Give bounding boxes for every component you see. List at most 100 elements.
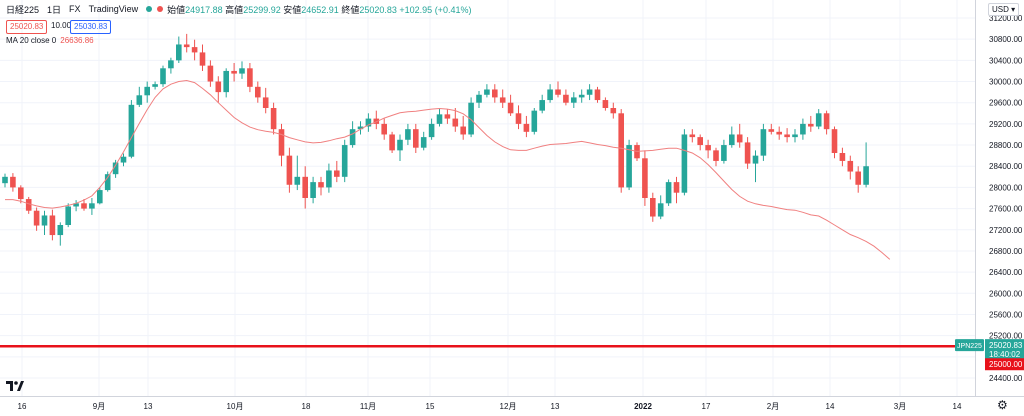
candle-body (586, 89, 593, 95)
candle (215, 76, 222, 103)
candle (373, 110, 380, 130)
candle-body (183, 44, 190, 48)
candle-body (547, 89, 553, 101)
candle (97, 187, 103, 205)
candle (839, 147, 846, 167)
candle (326, 163, 332, 193)
candle-body (539, 100, 545, 111)
candle (650, 192, 656, 222)
last-price-symbol-badge (955, 339, 984, 352)
candle (713, 147, 719, 167)
candle (365, 113, 372, 132)
candle (523, 115, 530, 138)
candle (255, 81, 261, 103)
candle-body (808, 123, 814, 127)
candle-body (120, 156, 127, 163)
high-label: 高値 (225, 4, 244, 15)
currency-selector[interactable]: USD ▾ (988, 3, 1020, 16)
candle (310, 176, 316, 204)
candle-body (468, 102, 474, 135)
candle-body (752, 155, 759, 164)
candle-body (286, 155, 293, 185)
candle (768, 123, 775, 135)
candle (673, 176, 680, 204)
time-tick-label: 13 (551, 402, 560, 411)
open-label: 始値 (167, 4, 186, 15)
candle (744, 137, 751, 169)
candle (808, 115, 814, 132)
candle-body (523, 123, 530, 132)
candle (89, 198, 95, 215)
price-tick-label: 28400.00 (989, 162, 1023, 171)
candle (642, 150, 648, 206)
time-tick-label: 10月 (227, 402, 244, 411)
candle-body (223, 70, 229, 93)
candle-body (642, 158, 648, 198)
price-tick-label: 26000.00 (989, 289, 1023, 298)
candle-body (160, 68, 166, 85)
candle (823, 110, 830, 135)
candle-body (176, 44, 182, 61)
candle (484, 84, 490, 98)
candle-body (41, 215, 48, 226)
buy-price-button[interactable]: 25030.83 (70, 20, 112, 34)
candle (302, 166, 308, 209)
candle-body (507, 102, 514, 114)
candle-body (247, 68, 253, 87)
price-tick-label: 29200.00 (989, 120, 1023, 129)
candle (507, 94, 514, 116)
candle-body (294, 176, 301, 185)
candle-body (81, 203, 87, 209)
candle-body (168, 60, 174, 69)
candle-body (673, 182, 680, 193)
ma-legend[interactable]: MA 20 close 0 26636.86 (6, 36, 94, 45)
candle-body (89, 203, 95, 209)
candle-body (823, 113, 830, 130)
candle-body (578, 94, 585, 98)
candle (278, 123, 285, 167)
candle-body (657, 203, 664, 217)
candle-body (571, 97, 577, 103)
candle (657, 195, 664, 220)
candle (136, 86, 143, 107)
interval-label[interactable]: 1日 (47, 4, 62, 15)
candle-body (626, 145, 632, 188)
last-price-badge (985, 339, 1024, 361)
tradingview-logo-icon[interactable] (6, 380, 24, 392)
candle-body (736, 134, 743, 143)
candle-body (136, 95, 143, 105)
candle (207, 60, 214, 87)
candle-body (413, 129, 419, 148)
candle (847, 155, 854, 180)
candle-body (397, 139, 403, 151)
candle (144, 81, 150, 103)
time-axis: 16 9月 13 10月 18 11月 15 12月 13 2022 17 2月 14 3月 14 (0, 396, 1024, 411)
candle (160, 65, 166, 87)
candle (492, 84, 498, 103)
candle-body (262, 97, 269, 108)
candle (610, 102, 617, 119)
countdown-value: 18:40:02 (989, 350, 1021, 359)
candle-body (760, 129, 767, 156)
candle (578, 89, 585, 103)
candle-body (97, 190, 103, 204)
grid (0, 0, 975, 396)
time-tick-label: 14 (953, 402, 962, 411)
candle-body (57, 225, 64, 236)
gear-icon[interactable]: ⚙ (997, 398, 1008, 412)
candle-body (128, 104, 135, 157)
candle-body (594, 89, 601, 101)
symbol-name[interactable]: 日経225 (6, 4, 40, 15)
candle-body (499, 97, 506, 103)
price-tick-label: 30800.00 (989, 35, 1023, 44)
price-axis-panel[interactable] (975, 0, 1024, 396)
candle-body (436, 114, 443, 124)
sell-price-button[interactable]: 25020.83 (6, 20, 48, 34)
candle-body (357, 126, 364, 130)
candle-body (144, 86, 150, 96)
ma-legend-value: 26636.86 (60, 36, 94, 45)
spread-value: 10.00 (51, 21, 72, 30)
candle-body (215, 81, 222, 93)
source-label: TradingView (88, 4, 139, 14)
